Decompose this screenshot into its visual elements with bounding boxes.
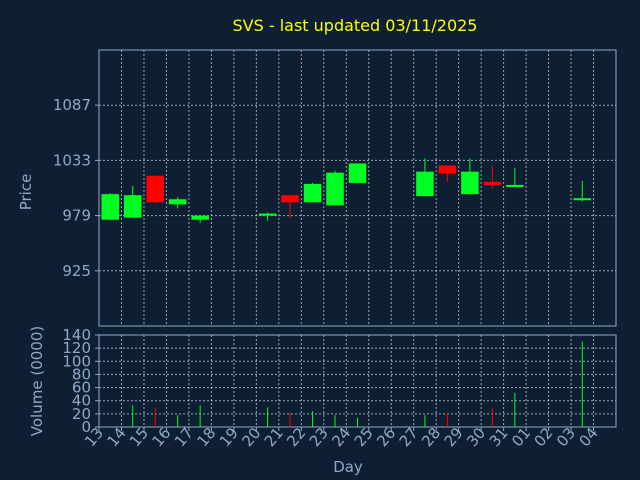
volume-tick-140: 140	[62, 326, 91, 344]
candle-28	[438, 165, 457, 182]
day-tick-03: 03	[553, 424, 579, 450]
candle-body-17	[191, 215, 209, 220]
candle-body-21	[281, 195, 299, 203]
volume-bars	[132, 341, 583, 427]
day-tick-25: 25	[351, 424, 377, 450]
candle-body-03	[573, 198, 592, 201]
candle-body-30	[483, 181, 502, 185]
price-plot-frame	[98, 49, 617, 327]
volume-tick-120: 120	[62, 339, 91, 357]
volume-tick-100: 100	[62, 352, 91, 370]
volume-tick-60: 60	[72, 379, 91, 397]
day-tick-14: 14	[103, 424, 129, 450]
day-tick-23: 23	[306, 424, 332, 450]
day-tick-24: 24	[328, 424, 354, 450]
day-tick-30: 30	[463, 424, 489, 450]
candle-body-22	[303, 183, 322, 203]
candle-body-13	[101, 194, 120, 220]
price-tick-labels: 925 979 1033 1087	[53, 96, 99, 280]
price-axis-label: Price	[17, 174, 35, 211]
candle-body-14	[123, 195, 142, 218]
candle-16	[168, 197, 187, 209]
candle-17	[191, 215, 209, 223]
candle-body-29	[461, 171, 479, 195]
candle-body-20	[258, 213, 277, 216]
day-tick-labels: 1314151617181920212223242526272829303101…	[81, 424, 602, 450]
day-axis-label: Day	[333, 458, 363, 476]
volume-gridlines	[99, 335, 616, 427]
day-tick-21: 21	[261, 424, 287, 450]
candle-body-31	[506, 184, 524, 187]
candle-22	[303, 182, 322, 203]
price-tick-1087: 1087	[53, 96, 91, 114]
day-tick-29: 29	[441, 424, 467, 450]
day-tick-01: 01	[508, 424, 534, 450]
candle-14	[123, 185, 142, 218]
day-tick-20: 20	[238, 424, 264, 450]
day-tick-19: 19	[216, 424, 242, 450]
day-tick-04: 04	[576, 424, 602, 450]
candle-13	[101, 193, 120, 220]
candle-body-27	[416, 171, 434, 197]
price-gridlines	[99, 50, 616, 326]
candle-31	[506, 167, 524, 187]
volume-axis-label: Volume (0000)	[28, 326, 46, 436]
price-tick-1033: 1033	[53, 151, 91, 169]
candle-30	[483, 165, 502, 190]
candle-body-23	[326, 172, 344, 206]
day-tick-15: 15	[126, 424, 152, 450]
candle-body-24	[348, 163, 367, 183]
candle-21	[281, 195, 299, 219]
candles	[101, 158, 592, 223]
day-tick-18: 18	[193, 424, 219, 450]
day-tick-31: 31	[486, 424, 512, 450]
candle-body-28	[438, 165, 457, 174]
price-tick-925: 925	[62, 262, 91, 280]
chart-title: SVS - last updated 03/11/2025	[233, 16, 478, 35]
candle-20	[258, 212, 277, 221]
day-tick-17: 17	[171, 424, 197, 450]
candle-23	[326, 170, 344, 206]
volume-tick-80: 80	[72, 365, 91, 383]
volume-tick-0: 0	[81, 418, 91, 436]
candle-27	[416, 158, 434, 197]
day-tick-02: 02	[531, 424, 557, 450]
price-tick-979: 979	[62, 207, 91, 225]
day-tick-16: 16	[148, 424, 174, 450]
candle-24	[348, 163, 367, 183]
volume-plot-frame	[98, 334, 617, 428]
candle-15	[146, 175, 164, 204]
candle-03	[573, 180, 592, 202]
volume-tick-40: 40	[72, 392, 91, 410]
day-tick-26: 26	[373, 424, 399, 450]
candle-body-15	[146, 175, 164, 203]
day-tick-28: 28	[418, 424, 444, 450]
candle-29	[461, 158, 479, 195]
day-tick-27: 27	[396, 424, 422, 450]
day-tick-22: 22	[283, 424, 309, 450]
volume-tick-20: 20	[72, 405, 91, 423]
candle-body-16	[168, 199, 187, 205]
